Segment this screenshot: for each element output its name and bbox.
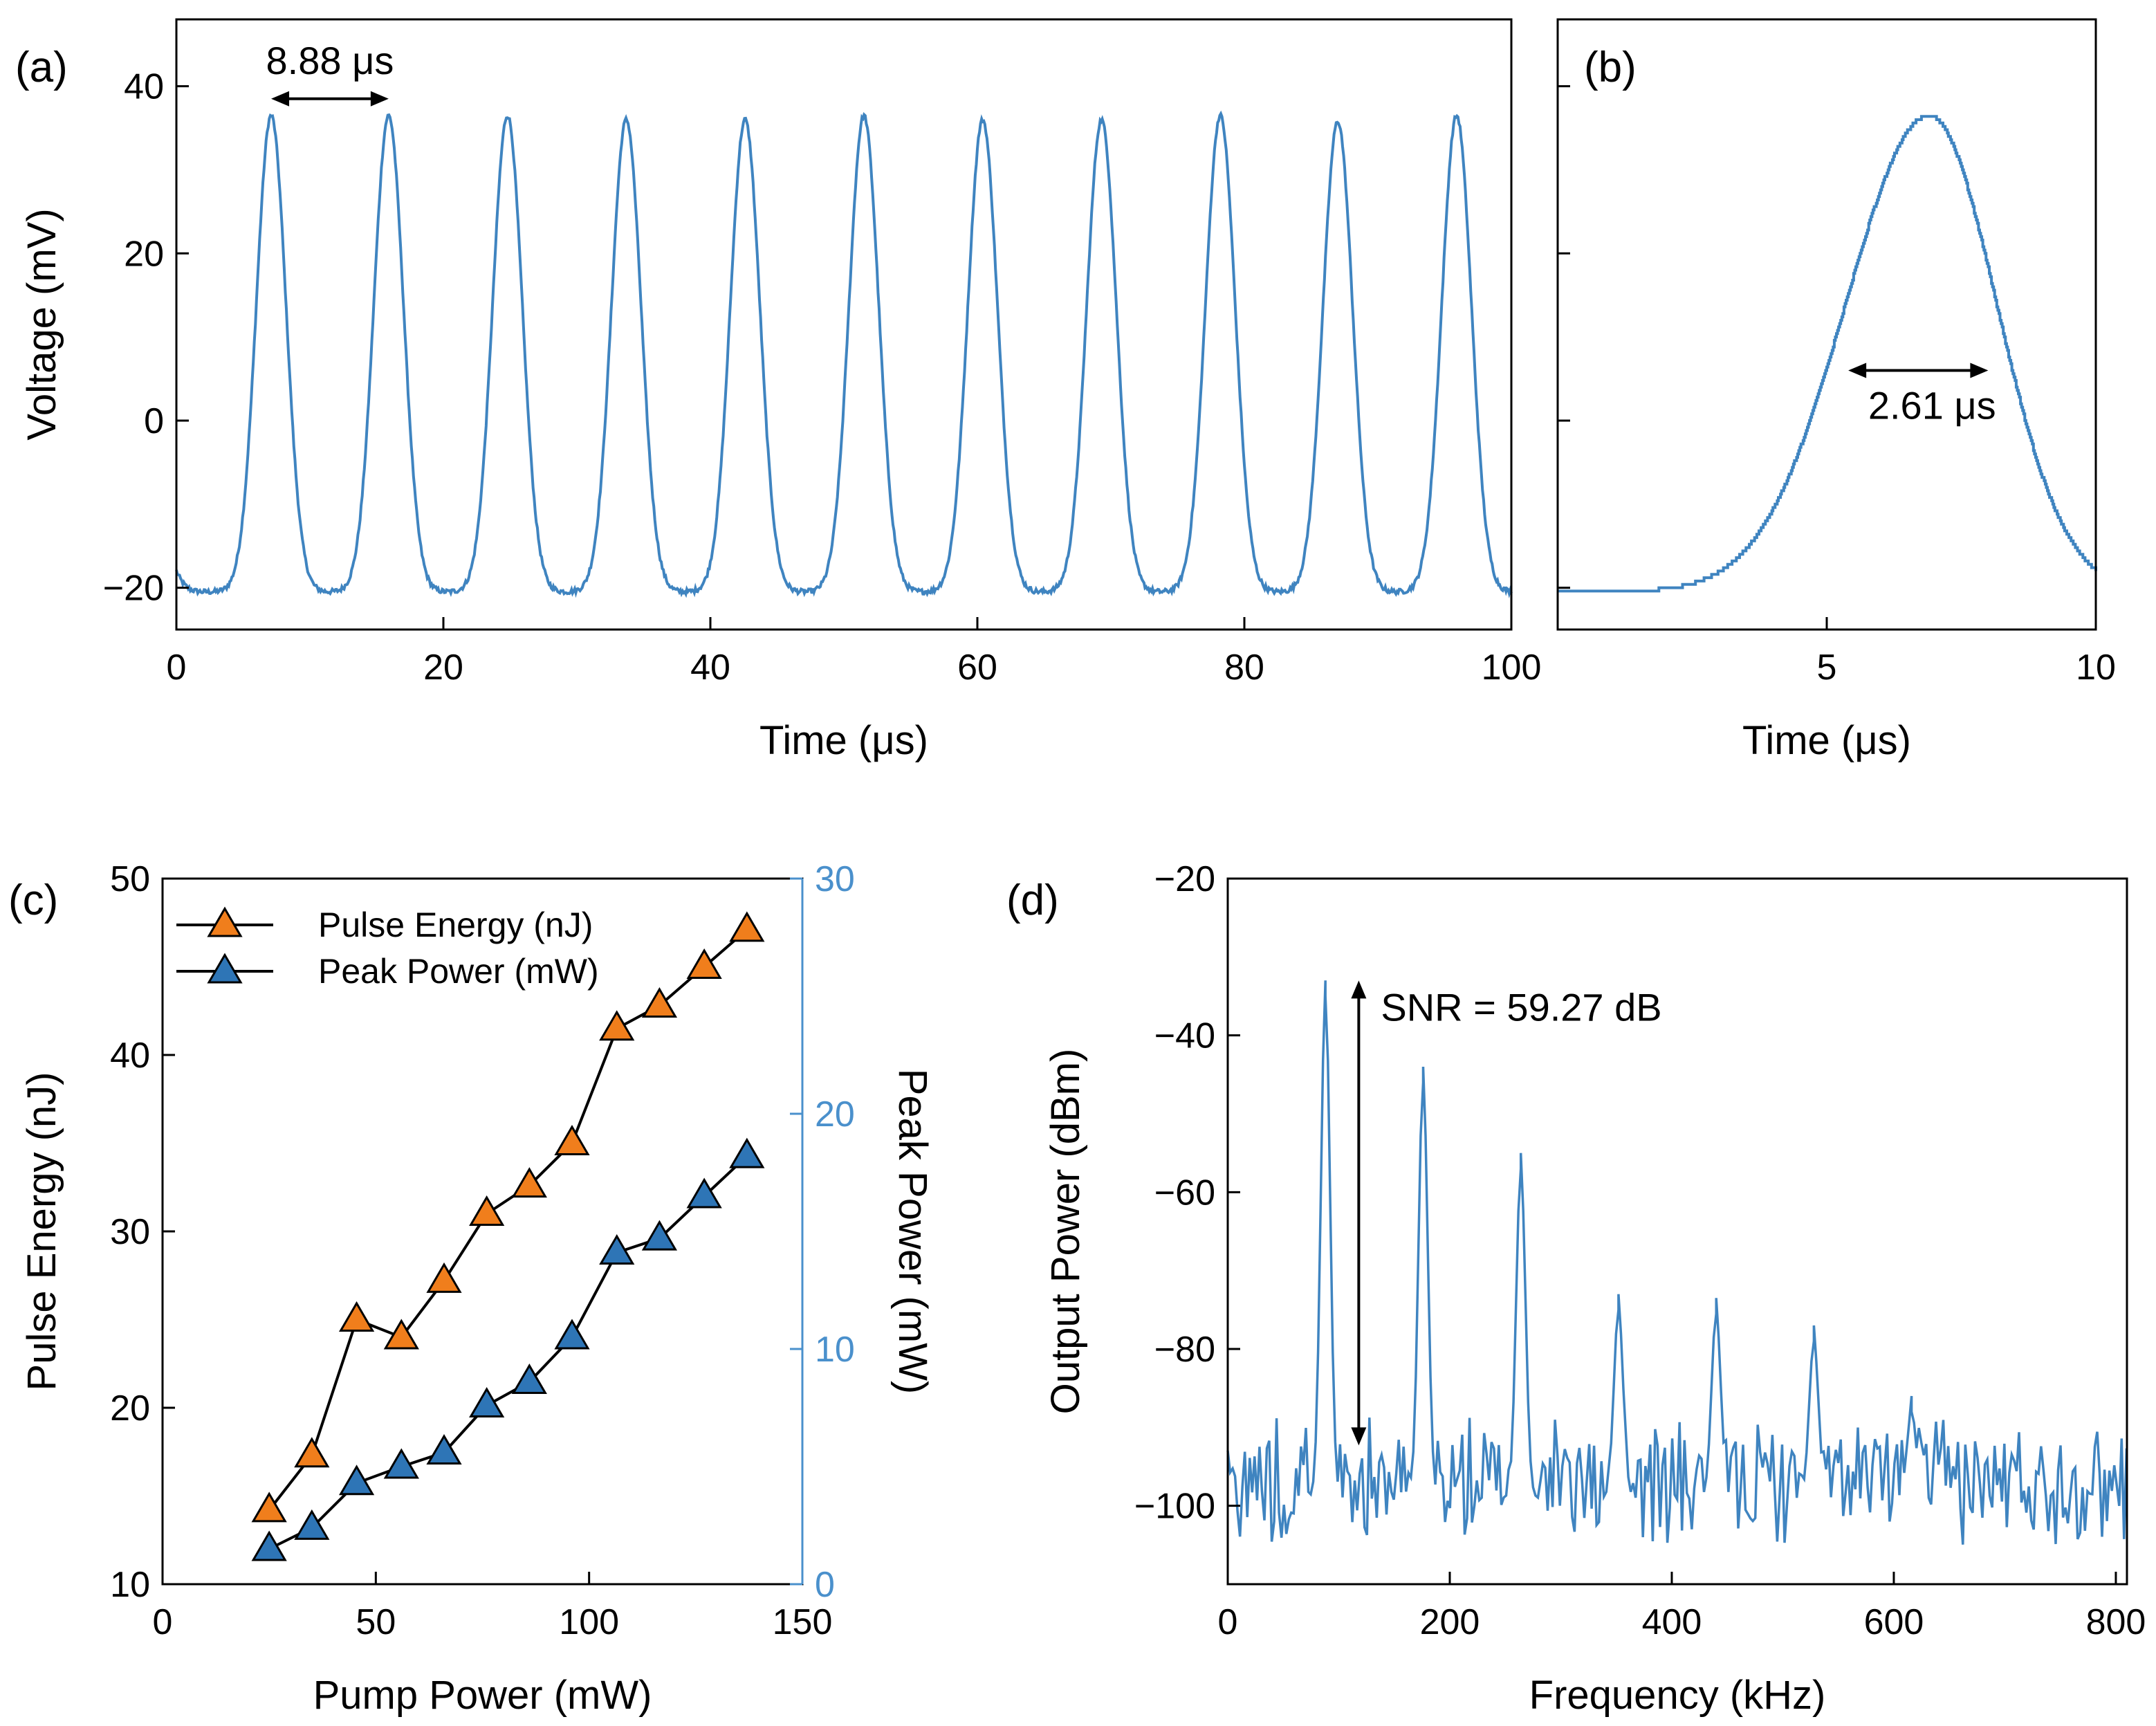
marker-pulse-energy — [511, 1167, 547, 1198]
legend-marker — [207, 906, 243, 937]
marker-peak-power — [511, 1364, 547, 1395]
y-right-tick-label: 20 — [815, 1094, 855, 1135]
marker-pulse-energy — [641, 987, 678, 1018]
y-tick-label: 20 — [124, 234, 164, 274]
pulse-train-line — [175, 110, 1513, 598]
legend-marker — [207, 953, 243, 984]
y-right-tick-label: 0 — [815, 1565, 835, 1605]
x-tick-label: 10 — [2076, 648, 2116, 688]
rf-spectrum-line — [1226, 980, 2128, 1545]
y-tick-label: 0 — [144, 401, 164, 441]
x-axis-title: Time (μs) — [759, 718, 928, 763]
panel-label: (b) — [1584, 44, 1637, 91]
y-tick-label: 10 — [110, 1565, 150, 1605]
y-axis-title: Pulse Energy (nJ) — [19, 1072, 64, 1391]
snr-arrow-head-up — [1351, 980, 1367, 999]
marker-pulse-energy — [729, 911, 765, 942]
x-tick-label: 20 — [423, 648, 463, 688]
snr-arrow-head-down — [1351, 1427, 1367, 1446]
x-tick-label: 5 — [1817, 648, 1837, 688]
fwhm-annotation: 2.61 μs — [1868, 383, 1996, 427]
panel-d: 0 200 400 600 800 −100 −80 −60 −40 −20 Frequency (… — [1006, 859, 2146, 1718]
x-axis-title: Frequency (kHz) — [1529, 1673, 1826, 1718]
y-tick-label: 40 — [110, 1036, 150, 1076]
x-tick-label: 80 — [1224, 648, 1264, 688]
series-line-peak-power — [268, 1155, 748, 1550]
marker-pulse-energy — [469, 1195, 505, 1226]
x-tick-label: 400 — [1642, 1602, 1702, 1642]
y-tick-label: −40 — [1154, 1016, 1215, 1056]
x-tick-label: 800 — [2086, 1602, 2146, 1642]
y-tick-label: 40 — [124, 67, 164, 107]
marker-pulse-energy — [599, 1010, 635, 1041]
y-axis-title: Voltage (mV) — [19, 208, 64, 440]
y-tick-label: 30 — [110, 1212, 150, 1252]
x-tick-label: 150 — [773, 1602, 833, 1642]
y-tick-label: −20 — [1154, 859, 1215, 899]
x-tick-label: 100 — [1482, 648, 1542, 688]
plot-frame — [175, 18, 1513, 631]
y-right-tick-label: 30 — [815, 859, 855, 899]
marker-peak-power — [383, 1448, 419, 1479]
legend-label: Peak Power (mW) — [318, 952, 599, 991]
panel-b: 5 10 Time (μs) (b) 2.61 μs — [1556, 18, 2116, 763]
x-tick-label: 0 — [153, 1602, 173, 1642]
plot-frame — [1226, 877, 2128, 1586]
marker-peak-power — [338, 1465, 375, 1496]
x-tick-label: 60 — [957, 648, 997, 688]
marker-peak-power — [554, 1319, 590, 1350]
y-tick-label: −20 — [103, 569, 164, 609]
fwhm-arrow-head-left — [1848, 362, 1867, 378]
marker-pulse-energy — [338, 1301, 375, 1332]
marker-peak-power — [294, 1509, 330, 1540]
series-line-pulse-energy — [268, 928, 748, 1512]
panel-label: (c) — [8, 876, 58, 924]
y-axis-title: Output Power (dBm) — [1043, 1049, 1088, 1415]
y-tick-label: −80 — [1154, 1330, 1215, 1370]
marker-pulse-energy — [294, 1437, 330, 1468]
marker-peak-power — [599, 1234, 635, 1265]
marker-peak-power — [426, 1434, 462, 1465]
y-right-tick-label: 10 — [815, 1330, 855, 1370]
marker-pulse-energy — [686, 948, 722, 979]
x-axis-title: Time (μs) — [1742, 718, 1911, 763]
y-tick-label: 20 — [110, 1388, 150, 1429]
single-pulse-line — [1558, 115, 2097, 593]
fwhm-arrow-head-right — [1970, 362, 1989, 378]
marker-peak-power — [686, 1177, 722, 1209]
panel-label: (d) — [1006, 876, 1059, 924]
y-right-axis-title: Peak Power (mW) — [890, 1069, 935, 1395]
period-annotation: 8.88 μs — [266, 39, 394, 82]
marker-pulse-energy — [554, 1124, 590, 1155]
x-tick-label: 100 — [559, 1602, 619, 1642]
x-tick-label: 600 — [1864, 1602, 1924, 1642]
marker-peak-power — [469, 1387, 505, 1418]
marker-peak-power — [641, 1220, 678, 1251]
y-tick-label: 50 — [110, 859, 150, 899]
x-tick-label: 200 — [1420, 1602, 1480, 1642]
period-arrow-head-right — [370, 91, 389, 107]
x-tick-label: 0 — [167, 648, 187, 688]
x-tick-label: 0 — [1218, 1602, 1238, 1642]
panel-label: (a) — [15, 44, 68, 91]
marker-peak-power — [251, 1530, 287, 1561]
legend-label: Pulse Energy (nJ) — [318, 906, 593, 944]
period-arrow-head-left — [271, 91, 290, 107]
x-tick-label: 50 — [356, 1602, 396, 1642]
marker-pulse-energy — [426, 1262, 462, 1293]
plot-frame — [1556, 18, 2097, 631]
x-tick-label: 40 — [690, 648, 730, 688]
snr-annotation: SNR = 59.27 dB — [1381, 985, 1661, 1029]
marker-pulse-energy — [383, 1319, 419, 1350]
marker-peak-power — [729, 1137, 765, 1168]
marker-pulse-energy — [251, 1491, 287, 1523]
y-tick-label: −60 — [1154, 1173, 1215, 1213]
x-axis-title: Pump Power (mW) — [313, 1673, 652, 1718]
y-tick-label: −100 — [1134, 1487, 1215, 1527]
